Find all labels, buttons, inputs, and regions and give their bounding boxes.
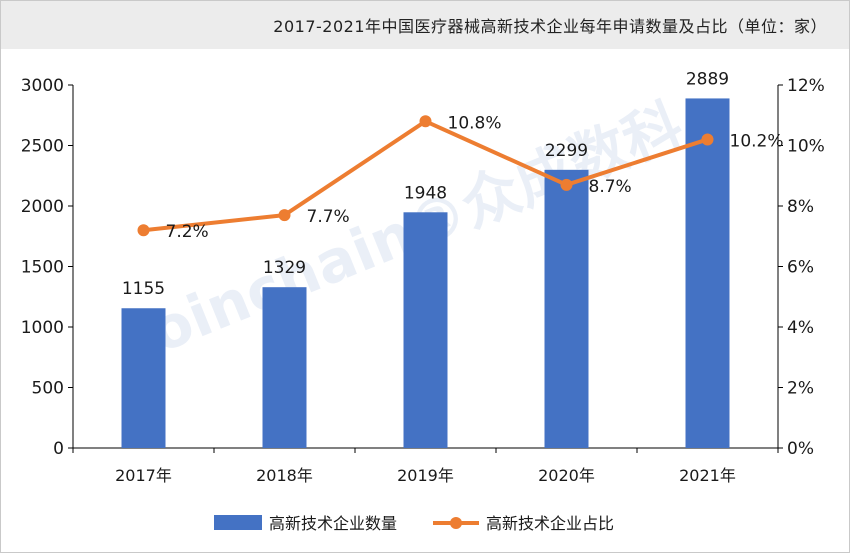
legend-bar-swatch: [214, 515, 262, 530]
y-right-tick-label: 10%: [787, 137, 825, 157]
x-tick-label: 2021年: [679, 466, 736, 485]
x-tick-label: 2019年: [397, 466, 454, 485]
y-right-tick-label: 2%: [787, 379, 814, 399]
y-right-tick-label: 0%: [787, 439, 814, 459]
line-point: [137, 224, 150, 237]
line-point: [560, 178, 573, 191]
bar-data-label: 1948: [404, 183, 447, 203]
bar: [544, 169, 589, 449]
y-left-tick-label: 2500: [21, 137, 64, 157]
x-tick-label: 2017年: [115, 466, 172, 485]
bar: [262, 287, 307, 448]
bar-data-label: 1329: [263, 258, 306, 278]
x-tick-label: 2020年: [538, 466, 595, 485]
y-left-tick-label: 500: [32, 379, 64, 399]
y-left-tick-label: 0: [53, 439, 64, 459]
y-left-tick-label: 1500: [21, 258, 64, 278]
y-left-tick-label: 3000: [21, 76, 64, 96]
bar-data-label: 2889: [686, 69, 729, 89]
title-bar: 2017-2021年中国医疗器械高新技术企业每年申请数量及占比（单位：家）: [1, 1, 849, 49]
line-data-label: 8.7%: [589, 177, 632, 197]
line-point: [419, 115, 432, 128]
y-right-tick-label: 12%: [787, 76, 825, 96]
y-right-tick-label: 4%: [787, 318, 814, 338]
y-left-tick-label: 1000: [21, 318, 64, 338]
y-right-tick-label: 8%: [787, 197, 814, 217]
legend-line-marker: [450, 517, 462, 529]
y-left-tick-label: 2000: [21, 197, 64, 217]
legend-bar-label: 高新技术企业数量: [269, 514, 397, 533]
line-data-label: 7.2%: [166, 222, 209, 242]
bar: [403, 212, 448, 448]
chart-title: 2017-2021年中国医疗器械高新技术企业每年申请数量及占比（单位：家）: [273, 17, 827, 36]
line-data-label: 10.2%: [730, 131, 784, 151]
y-right-tick-label: 6%: [787, 258, 814, 278]
bar-data-label: 1155: [122, 279, 165, 299]
line-data-label: 10.8%: [448, 113, 502, 133]
bar: [685, 98, 730, 448]
line-point: [701, 133, 714, 146]
line-point: [278, 209, 291, 222]
bar: [121, 308, 166, 448]
line-data-label: 7.7%: [307, 207, 350, 227]
legend-line-label: 高新技术企业占比: [486, 514, 614, 533]
bar-data-label: 2299: [545, 141, 588, 161]
x-tick-label: 2018年: [256, 466, 313, 485]
